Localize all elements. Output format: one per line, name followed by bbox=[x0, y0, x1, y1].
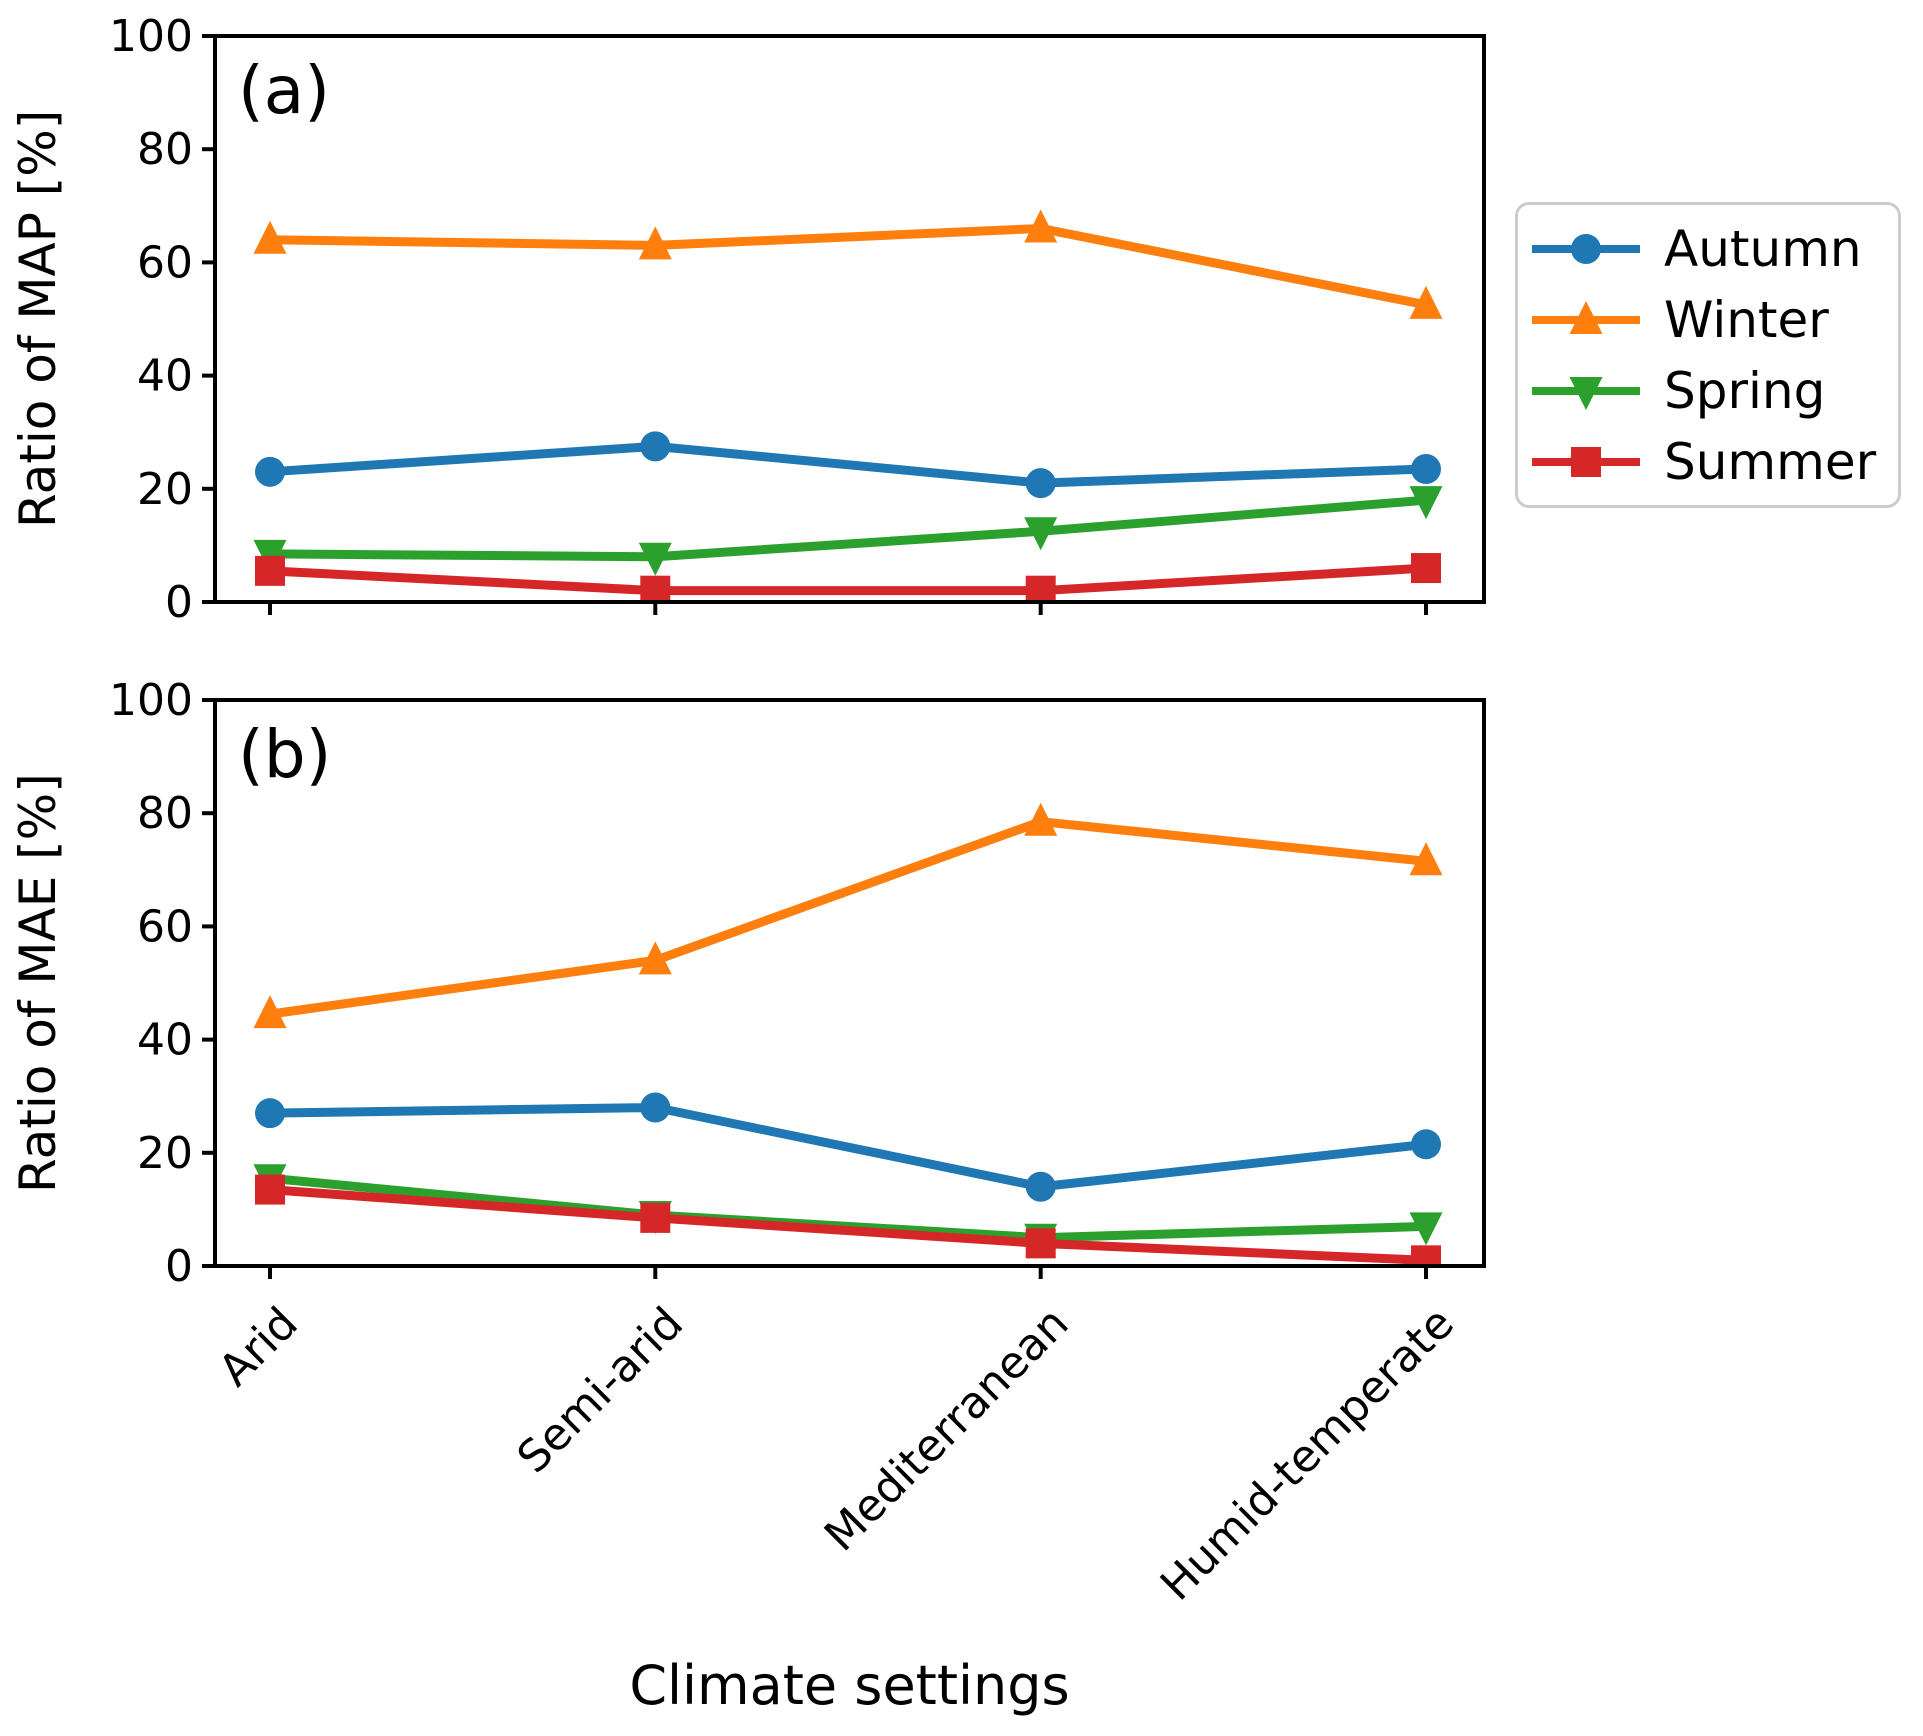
y-tick-label: 0 bbox=[165, 577, 193, 628]
summer-marker bbox=[1025, 575, 1056, 602]
y-tick-label: 60 bbox=[137, 237, 193, 288]
autumn-marker bbox=[1025, 468, 1056, 499]
winter-legend-marker bbox=[1532, 300, 1640, 334]
summer-marker bbox=[1025, 1228, 1056, 1259]
legend-item-summer: Summer bbox=[1530, 437, 1894, 487]
spring-legend-marker bbox=[1532, 376, 1640, 410]
summer-marker bbox=[1411, 1245, 1441, 1266]
legend-item-autumn: Autumn bbox=[1530, 224, 1894, 274]
spring-marker bbox=[1409, 1212, 1443, 1246]
legend-label-autumn: Autumn bbox=[1664, 219, 1862, 278]
y-axis-label-mae: Ratio of MAE [%] bbox=[9, 773, 67, 1193]
panel-b-label: (b) bbox=[238, 716, 332, 793]
legend: Autumn Winter Spring Summer bbox=[1515, 202, 1901, 508]
y-tick-label: 20 bbox=[137, 464, 193, 515]
series-line-winter bbox=[269, 817, 1427, 1019]
x-tick-label: Arid bbox=[209, 1298, 308, 1397]
y-tick-label: 80 bbox=[137, 124, 193, 175]
panel-a-series bbox=[253, 209, 1443, 602]
winter-marker bbox=[1024, 209, 1058, 243]
series-line-spring bbox=[269, 495, 1427, 562]
summer-marker bbox=[255, 1174, 285, 1205]
y-tick-label: 100 bbox=[109, 675, 193, 726]
y-tick-label: 60 bbox=[137, 901, 193, 952]
autumn-legend-marker bbox=[1532, 233, 1640, 264]
autumn-marker bbox=[1411, 453, 1441, 484]
x-axis-label: Climate settings bbox=[629, 1654, 1070, 1717]
winter-marker bbox=[638, 226, 672, 260]
summer-marker bbox=[640, 575, 671, 602]
panel-a-label: (a) bbox=[238, 52, 330, 129]
legend-label-spring: Spring bbox=[1664, 361, 1826, 420]
spring-marker bbox=[1409, 486, 1443, 520]
spring-legend-glyph bbox=[1569, 376, 1603, 410]
y-tick-label: 0 bbox=[165, 1241, 193, 1292]
spring-marker bbox=[638, 542, 672, 576]
spring-marker bbox=[1024, 517, 1058, 551]
summer-legend-glyph bbox=[1571, 446, 1601, 477]
x-tick-label: Semi-arid bbox=[508, 1298, 693, 1483]
y-axis-label-map: Ratio of MAP [%] bbox=[9, 109, 67, 529]
legend-label-winter: Winter bbox=[1664, 290, 1829, 349]
y-tick-label: 40 bbox=[137, 1015, 193, 1066]
series-line-autumn bbox=[269, 441, 1427, 488]
autumn-marker bbox=[255, 456, 285, 487]
winter-legend-glyph bbox=[1569, 300, 1603, 334]
summer-marker bbox=[640, 1202, 671, 1233]
summer-marker bbox=[255, 555, 285, 586]
y-tick-label: 100 bbox=[109, 11, 193, 62]
winter-marker bbox=[253, 995, 287, 1029]
winter-marker bbox=[1409, 842, 1443, 876]
legend-label-summer: Summer bbox=[1664, 432, 1877, 491]
series-line-autumn bbox=[269, 1103, 1427, 1192]
winter-marker bbox=[253, 220, 287, 254]
autumn-marker bbox=[1411, 1129, 1441, 1160]
autumn-marker bbox=[640, 1092, 671, 1123]
series-line-winter bbox=[269, 223, 1427, 310]
legend-item-spring: Spring bbox=[1530, 366, 1894, 416]
autumn-legend-glyph bbox=[1571, 233, 1601, 264]
series-line-summer bbox=[269, 563, 1427, 596]
winter-marker bbox=[1409, 285, 1443, 319]
y-tick-label: 40 bbox=[137, 351, 193, 402]
y-tick-label: 80 bbox=[137, 788, 193, 839]
autumn-marker bbox=[640, 431, 671, 462]
series-line-summer bbox=[269, 1185, 1427, 1265]
panel-b-series bbox=[253, 802, 1443, 1266]
summer-legend-marker bbox=[1532, 446, 1640, 477]
autumn-marker bbox=[1025, 1171, 1056, 1202]
legend-item-winter: Winter bbox=[1530, 295, 1894, 345]
x-tick-label: Humid-temperate bbox=[1151, 1298, 1464, 1611]
axes-spines bbox=[213, 34, 1486, 604]
winter-marker bbox=[638, 941, 672, 975]
x-tick-label: Mediterranean bbox=[815, 1298, 1079, 1562]
winter-marker bbox=[1024, 802, 1058, 836]
y-tick-label: 20 bbox=[137, 1128, 193, 1179]
summer-marker bbox=[1411, 553, 1441, 584]
autumn-marker bbox=[255, 1098, 285, 1129]
axes-spines bbox=[213, 698, 1486, 1268]
